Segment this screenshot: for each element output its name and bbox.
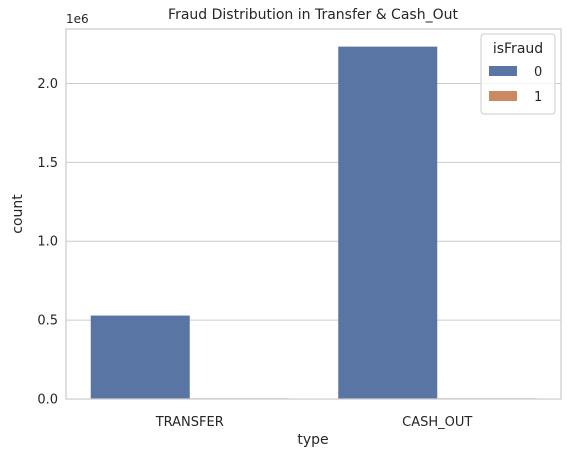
y-tick-label: 0.0 (37, 393, 58, 408)
plot-frame (65, 28, 562, 400)
legend: isFraud 01 (480, 33, 556, 115)
y-tick-label: 1.0 (37, 235, 58, 250)
legend-items: 01 (489, 65, 542, 105)
legend-title: isFraud (493, 41, 543, 57)
y-tick-label: 1.5 (37, 156, 58, 171)
x-tick-label: TRANSFER (155, 415, 224, 430)
bar-transfer-isfraud-0 (90, 315, 190, 399)
legend-label: 1 (534, 90, 542, 105)
y-offset-label: 1e6 (66, 12, 89, 26)
bar-cash-out-isfraud-0 (338, 46, 438, 399)
x-tick-label: CASH_OUT (402, 415, 472, 430)
legend-swatch (489, 66, 517, 76)
legend-swatch (489, 91, 517, 101)
x-tick-labels: TRANSFER CASH_OUT (155, 415, 473, 430)
y-tick-labels: 0.0 0.5 1.0 1.5 2.0 (37, 77, 58, 408)
x-axis-label: type (297, 432, 328, 448)
y-tick-label: 0.5 (37, 314, 58, 329)
chart-title: Fraud Distribution in Transfer & Cash_Ou… (168, 7, 458, 23)
y-tick-label: 2.0 (37, 77, 58, 92)
bar-layer (90, 46, 537, 399)
legend-label: 0 (534, 65, 542, 80)
y-axis-label: count (10, 194, 26, 234)
